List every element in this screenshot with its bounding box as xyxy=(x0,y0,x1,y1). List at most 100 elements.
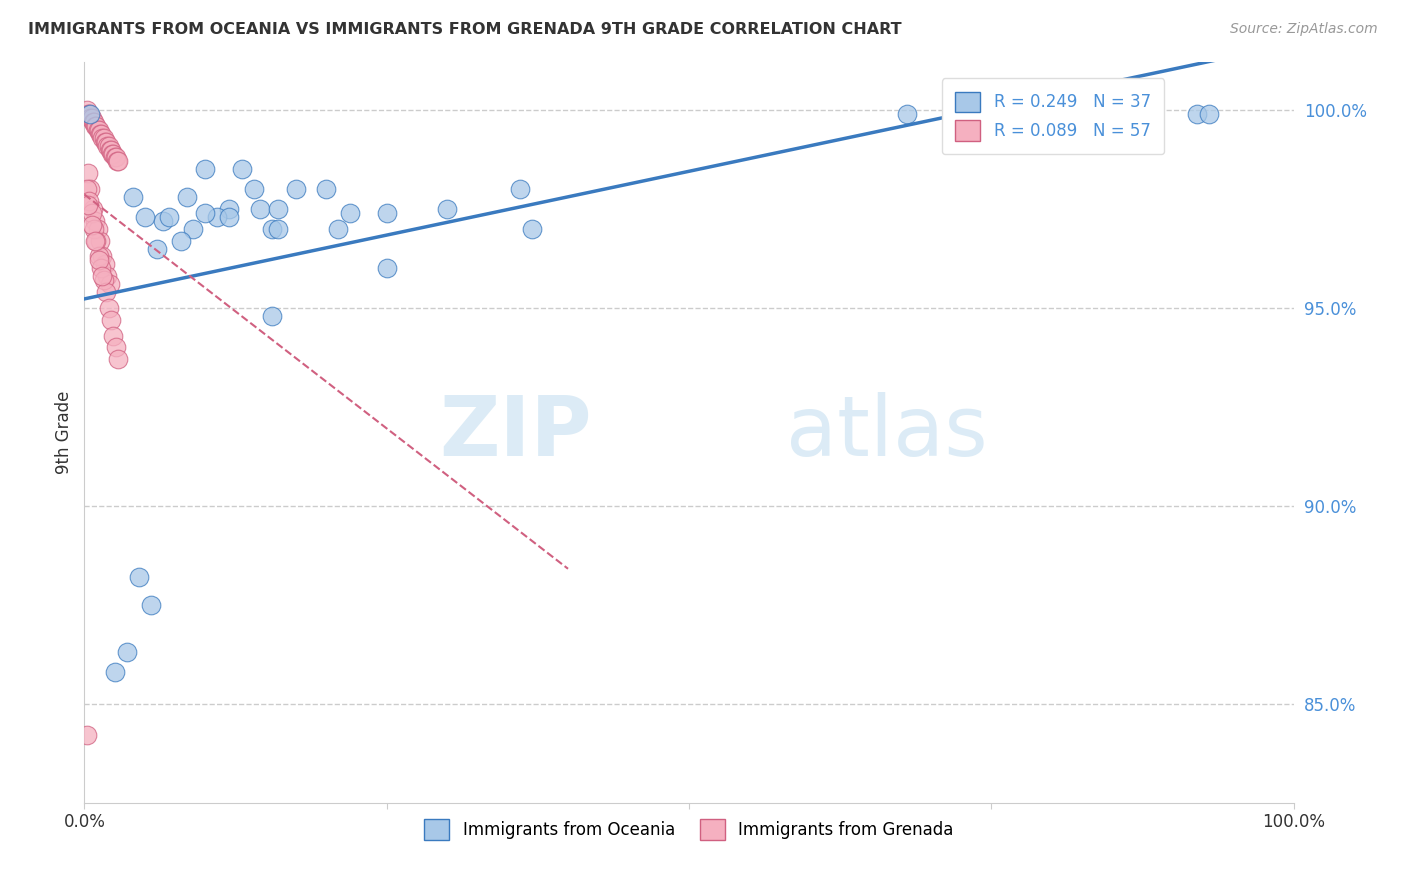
Point xyxy=(194,162,217,177)
Point xyxy=(104,341,127,355)
Point xyxy=(267,202,290,216)
Point xyxy=(436,202,458,216)
Point xyxy=(86,234,108,248)
Point xyxy=(94,257,117,271)
Point xyxy=(90,261,112,276)
Point xyxy=(375,261,398,276)
Text: IMMIGRANTS FROM OCEANIA VS IMMIGRANTS FROM GRENADA 9TH GRADE CORRELATION CHART: IMMIGRANTS FROM OCEANIA VS IMMIGRANTS FR… xyxy=(28,22,901,37)
Point xyxy=(218,210,240,224)
Point xyxy=(218,202,240,216)
Point xyxy=(104,151,127,165)
Point xyxy=(96,269,118,284)
Point xyxy=(128,570,150,584)
Point xyxy=(77,194,100,208)
Point xyxy=(134,210,156,224)
Point xyxy=(97,138,120,153)
Point xyxy=(328,221,350,235)
Point xyxy=(91,130,114,145)
Point xyxy=(100,313,122,327)
Point xyxy=(1198,107,1220,121)
Point xyxy=(267,221,290,235)
Point xyxy=(194,206,217,220)
Point xyxy=(103,328,125,343)
Point xyxy=(896,107,918,121)
Point xyxy=(80,218,103,232)
Point xyxy=(315,182,337,196)
Text: ZIP: ZIP xyxy=(440,392,592,473)
Point xyxy=(242,182,264,196)
Point xyxy=(93,273,115,287)
Point xyxy=(90,127,112,141)
Point xyxy=(94,135,117,149)
Point xyxy=(121,190,143,204)
Point xyxy=(84,119,107,133)
Point xyxy=(104,151,127,165)
Point xyxy=(76,182,98,196)
Point xyxy=(101,146,124,161)
Point xyxy=(284,182,308,196)
Point xyxy=(83,115,105,129)
Point xyxy=(249,202,271,216)
Point xyxy=(157,210,180,224)
Point xyxy=(80,111,103,125)
Y-axis label: 9th Grade: 9th Grade xyxy=(55,391,73,475)
Point xyxy=(139,598,162,612)
Point xyxy=(520,221,543,235)
Point xyxy=(76,729,98,743)
Point xyxy=(146,242,169,256)
Point xyxy=(94,285,117,299)
Point xyxy=(82,202,104,216)
Point xyxy=(107,352,129,367)
Point xyxy=(97,301,120,315)
Point xyxy=(509,182,531,196)
Point xyxy=(181,221,204,235)
Point xyxy=(87,122,110,136)
Text: atlas: atlas xyxy=(786,392,987,473)
Point xyxy=(82,115,104,129)
Point xyxy=(375,206,398,220)
Point xyxy=(260,309,283,323)
Point xyxy=(98,143,121,157)
Point xyxy=(231,162,253,177)
Point xyxy=(176,190,198,204)
Point xyxy=(89,127,111,141)
Point xyxy=(79,111,101,125)
Point xyxy=(77,107,100,121)
Point xyxy=(91,269,114,284)
Point xyxy=(94,135,117,149)
Point xyxy=(104,665,127,680)
Text: Source: ZipAtlas.com: Source: ZipAtlas.com xyxy=(1230,22,1378,37)
Point xyxy=(105,154,128,169)
Point xyxy=(207,210,229,224)
Point xyxy=(91,249,114,263)
Point xyxy=(152,214,174,228)
Point xyxy=(103,146,125,161)
Point xyxy=(77,166,100,180)
Point xyxy=(170,234,193,248)
Point xyxy=(84,234,107,248)
Point xyxy=(87,253,110,268)
Point xyxy=(93,130,115,145)
Point xyxy=(1185,107,1208,121)
Point xyxy=(100,143,122,157)
Point xyxy=(98,277,121,292)
Legend: Immigrants from Oceania, Immigrants from Grenada: Immigrants from Oceania, Immigrants from… xyxy=(418,813,960,847)
Point xyxy=(89,234,111,248)
Point xyxy=(77,107,100,121)
Point xyxy=(86,221,108,235)
Point xyxy=(86,119,108,133)
Point xyxy=(339,206,361,220)
Point xyxy=(79,182,101,196)
Point xyxy=(79,107,101,121)
Point xyxy=(86,122,108,136)
Point xyxy=(260,221,283,235)
Point xyxy=(80,206,103,220)
Point xyxy=(107,154,129,169)
Point xyxy=(77,198,100,212)
Point xyxy=(76,103,98,117)
Point xyxy=(87,249,110,263)
Point xyxy=(96,138,118,153)
Point xyxy=(115,645,138,659)
Point xyxy=(84,214,107,228)
Point xyxy=(83,221,105,235)
